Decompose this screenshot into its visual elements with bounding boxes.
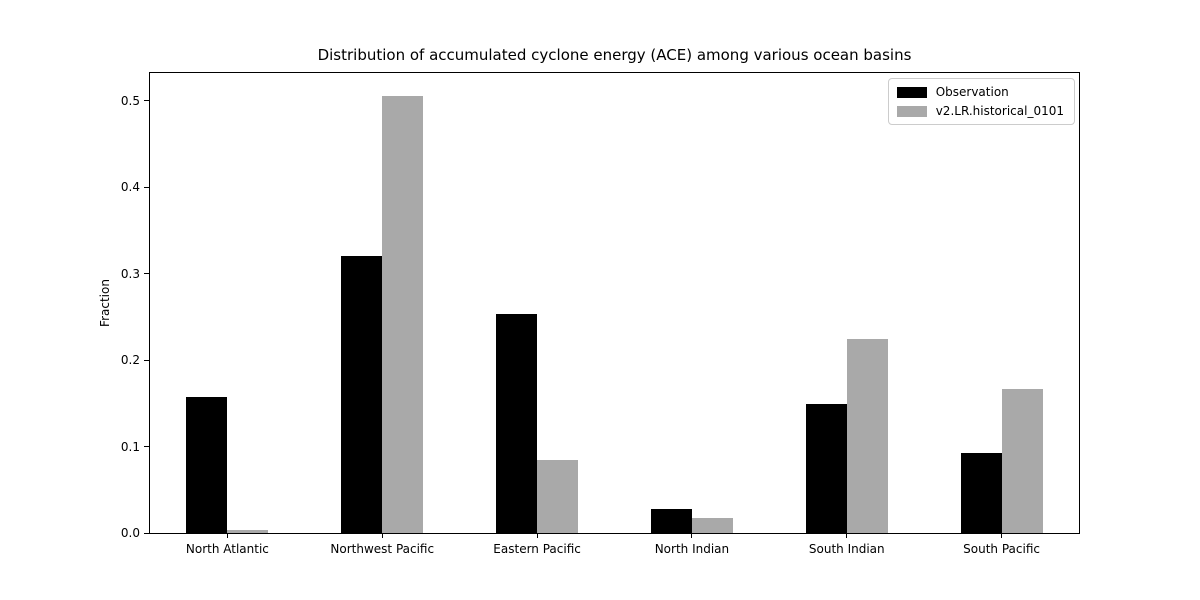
- bar-v2lrhistorical_0101-northwest-pacific: [382, 96, 424, 533]
- y-tick-mark-0.4: [144, 186, 149, 188]
- legend: Observation v2.LR.historical_0101: [887, 78, 1075, 125]
- y-tick-label-0.2: 0.2: [120, 353, 140, 368]
- y-tick-mark-0.2: [144, 359, 149, 361]
- y-tick-mark-0.0: [144, 532, 149, 534]
- bar-v2lrhistorical_0101-south-indian: [846, 339, 888, 533]
- y-tick-label-0.1: 0.1: [120, 439, 140, 454]
- x-tick-label-northwest-pacific: Northwest Pacific: [330, 542, 435, 556]
- y-axis-label: Fraction: [98, 279, 112, 327]
- x-tick-mark-eastern-pacific: [536, 533, 538, 538]
- legend-swatch-observation: [896, 86, 927, 98]
- y-tick-label-0.3: 0.3: [120, 266, 140, 281]
- chart-title: Distribution of accumulated cyclone ener…: [317, 46, 912, 64]
- bar-v2lrhistorical_0101-north-atlantic: [227, 530, 269, 533]
- x-tick-mark-north-atlantic: [226, 533, 228, 538]
- legend-swatch-model: [896, 105, 927, 117]
- y-tick-mark-0.5: [144, 100, 149, 102]
- x-tick-mark-northwest-pacific: [381, 533, 383, 538]
- bar-observation-north-atlantic: [186, 397, 228, 533]
- x-tick-mark-south-pacific: [1001, 533, 1003, 538]
- bar-observation-south-pacific: [960, 453, 1002, 533]
- plot-area: 0.0 0.1 0.2 0.3 0.4 0.5 North Atlantic Northwes…: [121, 72, 1080, 556]
- bar-v2lrhistorical_0101-south-pacific: [1001, 389, 1043, 533]
- x-tick-mark-north-indian: [691, 533, 693, 538]
- x-tick-label-south-pacific: South Pacific: [963, 542, 1040, 556]
- legend-item-observation: Observation: [896, 85, 1064, 99]
- bar-observation-eastern-pacific: [496, 314, 538, 533]
- legend-label-observation: Observation: [935, 85, 1009, 99]
- x-tick-label-north-indian: North Indian: [654, 542, 730, 556]
- y-tick-label-0.5: 0.5: [120, 93, 140, 108]
- x-tick-label-north-atlantic: North Atlantic: [185, 542, 269, 556]
- legend-label-model: v2.LR.historical_0101: [935, 104, 1064, 118]
- y-tick-label-0.4: 0.4: [120, 180, 140, 195]
- bar-v2lrhistorical_0101-north-indian: [691, 518, 733, 533]
- legend-item-model: v2.LR.historical_0101: [896, 104, 1064, 118]
- x-tick-label-south-indian: South Indian: [808, 542, 885, 556]
- bar-observation-northwest-pacific: [341, 256, 383, 533]
- y-tick-mark-0.3: [144, 273, 149, 275]
- y-tick-mark-0.1: [144, 446, 149, 448]
- x-tick-label-eastern-pacific: Eastern Pacific: [493, 542, 581, 556]
- bar-observation-south-indian: [805, 404, 847, 533]
- y-tick-label-0.0: 0.0: [120, 526, 140, 540]
- bar-v2lrhistorical_0101-eastern-pacific: [537, 460, 579, 533]
- x-tick-mark-south-indian: [846, 533, 848, 538]
- bar-observation-north-indian: [650, 509, 692, 533]
